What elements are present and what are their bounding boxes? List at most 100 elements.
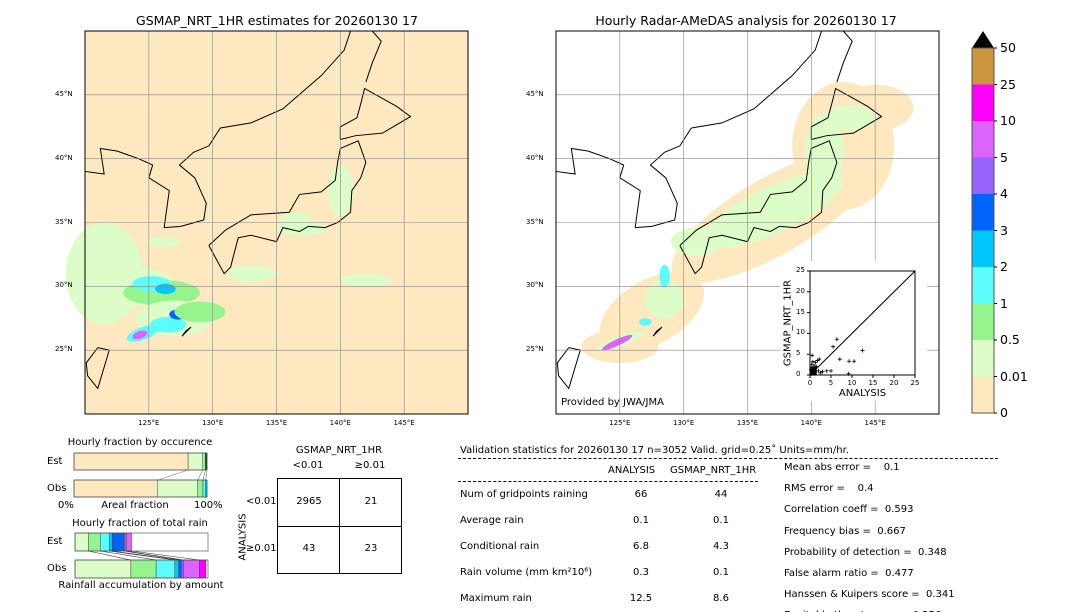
rain-est-segment xyxy=(123,532,127,552)
left-rain-area xyxy=(155,283,176,294)
colorbar-tick-label: 3 xyxy=(1000,222,1008,238)
total-rain-title: Hourly fraction of total rain xyxy=(72,518,208,529)
colorbar-segment xyxy=(972,48,994,85)
colorbar-tick-label: 0.01 xyxy=(1000,368,1028,384)
scatter-point xyxy=(824,368,829,373)
right-lat-tick: 25°N xyxy=(526,345,544,354)
right-coastline xyxy=(836,30,853,83)
left-coastline xyxy=(181,326,192,337)
left-rain-area xyxy=(150,316,186,333)
scatter-ylabel: GSMAP_NRT_1HR xyxy=(782,279,794,367)
axis-100pct: 100% xyxy=(194,500,223,511)
occurrence-title: Hourly fraction by occurence xyxy=(67,437,213,448)
left-lat-tick: 25°N xyxy=(55,345,73,354)
contingency-title: GSMAP_NRT_1HR xyxy=(295,445,383,456)
left-rain-area xyxy=(340,273,392,287)
rain-connector xyxy=(126,550,184,561)
left-rain-area xyxy=(280,212,311,228)
right-rain-area xyxy=(602,334,633,351)
stats-row-analysis: 66 xyxy=(634,489,648,500)
occurrence-est-segment-frame xyxy=(73,452,208,471)
left-coastline xyxy=(339,87,412,141)
rain-est-segment-frame xyxy=(74,532,209,552)
stats-col-gsmap: GSMAP_NRT_1HR xyxy=(670,465,757,476)
right-map-title: Hourly Radar-AMeDAS analysis for 2026013… xyxy=(595,13,897,28)
scatter-point xyxy=(837,357,842,362)
occurrence-connector xyxy=(197,469,204,481)
left-lat-tick: 45°N xyxy=(55,89,73,98)
right-lon-tick: 145°E xyxy=(864,419,886,427)
stats-divider xyxy=(458,458,998,459)
left-map-frame xyxy=(84,30,469,415)
scatter-point xyxy=(834,337,839,342)
contingency-table: 2965 21 43 23 xyxy=(277,478,402,574)
occurrence-est-segment xyxy=(202,452,206,471)
scatter-y-tick-label: 10 xyxy=(796,328,805,337)
rain-connector xyxy=(109,550,175,561)
right-rain-area xyxy=(702,171,844,249)
stats-score: Mean abs error = 0.1 xyxy=(784,462,900,473)
colorbar-tick-label: 1 xyxy=(1000,295,1008,311)
rain-est-segment xyxy=(125,532,132,552)
rain-obs-segment xyxy=(199,559,207,579)
scatter-point xyxy=(816,368,821,373)
stats-row-label: Average rain xyxy=(460,515,524,526)
cell-miss: 43 xyxy=(302,543,316,554)
stats-row-label: Maximum rain xyxy=(460,593,532,604)
stats-row-label: Num of gridpoints raining xyxy=(460,489,588,500)
left-lat-tick: 35°N xyxy=(55,217,73,226)
scatter-point xyxy=(812,371,817,376)
right-map-frame xyxy=(555,30,940,415)
colorbar-tick-label: 2 xyxy=(1000,259,1008,274)
areal-fraction-label: Areal fraction xyxy=(101,500,169,511)
stats-row-analysis: 0.1 xyxy=(633,515,649,526)
right-coastline xyxy=(810,87,883,141)
colorbar-segment xyxy=(972,194,994,231)
left-lat-tick: 30°N xyxy=(55,281,73,290)
scatter-x-tick-label: 25 xyxy=(910,379,920,387)
rain-connector xyxy=(100,550,157,561)
occurrence-connector xyxy=(205,469,208,481)
colorbar-segment xyxy=(972,230,994,267)
right-rain-area xyxy=(638,318,652,326)
rain-obs-segment xyxy=(181,559,184,579)
stats-score: Hanssen & Kuipers score = 0.341 xyxy=(784,589,955,601)
scatter-x-tick-label: 0 xyxy=(807,379,813,387)
left-coastline xyxy=(208,140,367,275)
scatter-point xyxy=(818,370,823,375)
scatter-point xyxy=(846,371,851,376)
stats-row-gsmap: 0.1 xyxy=(713,515,729,526)
right-rain-area xyxy=(670,227,722,256)
stats-score: Correlation coeff = 0.593 xyxy=(784,504,914,516)
accumulation-label: Rainfall accumulation by amount xyxy=(58,580,224,591)
est-label: Est xyxy=(47,456,63,467)
colorbar-segment xyxy=(972,376,994,413)
rain-obs-segment xyxy=(130,559,157,579)
right-lon-tick: 130°E xyxy=(673,419,695,427)
rain-connector xyxy=(112,550,179,561)
colorbar-tick-label: 0.5 xyxy=(1000,332,1020,347)
rain-obs-segment xyxy=(155,559,176,579)
left-rain-area xyxy=(132,330,148,340)
col-header-ge: ≥0.01 xyxy=(354,460,386,471)
left-lon-tick: 140°E xyxy=(329,419,351,427)
rain-est-segment xyxy=(109,532,113,552)
right-lat-tick: 40°N xyxy=(526,153,544,162)
right-coastline xyxy=(652,326,663,337)
stats-score: False alarm ratio = 0.477 xyxy=(784,568,914,579)
cell-hit: 23 xyxy=(364,543,378,554)
right-rain-area xyxy=(645,279,684,319)
stats-row-gsmap: 44 xyxy=(714,489,728,500)
left-lon-tick: 125°E xyxy=(138,419,160,427)
colorbar-segment xyxy=(972,84,994,121)
left-coastline xyxy=(164,127,221,229)
left-coastline xyxy=(85,347,110,390)
scatter-point xyxy=(809,362,814,367)
left-map-title: GSMAP_NRT_1HR estimates for 20260130 17 xyxy=(136,13,418,28)
scatter-point xyxy=(852,359,857,364)
rain-obs-segment xyxy=(74,559,132,579)
rain-obs-segment-frame xyxy=(74,559,209,579)
rain-connector xyxy=(88,550,131,561)
colorbar-tick-label: 50 xyxy=(1000,40,1016,55)
